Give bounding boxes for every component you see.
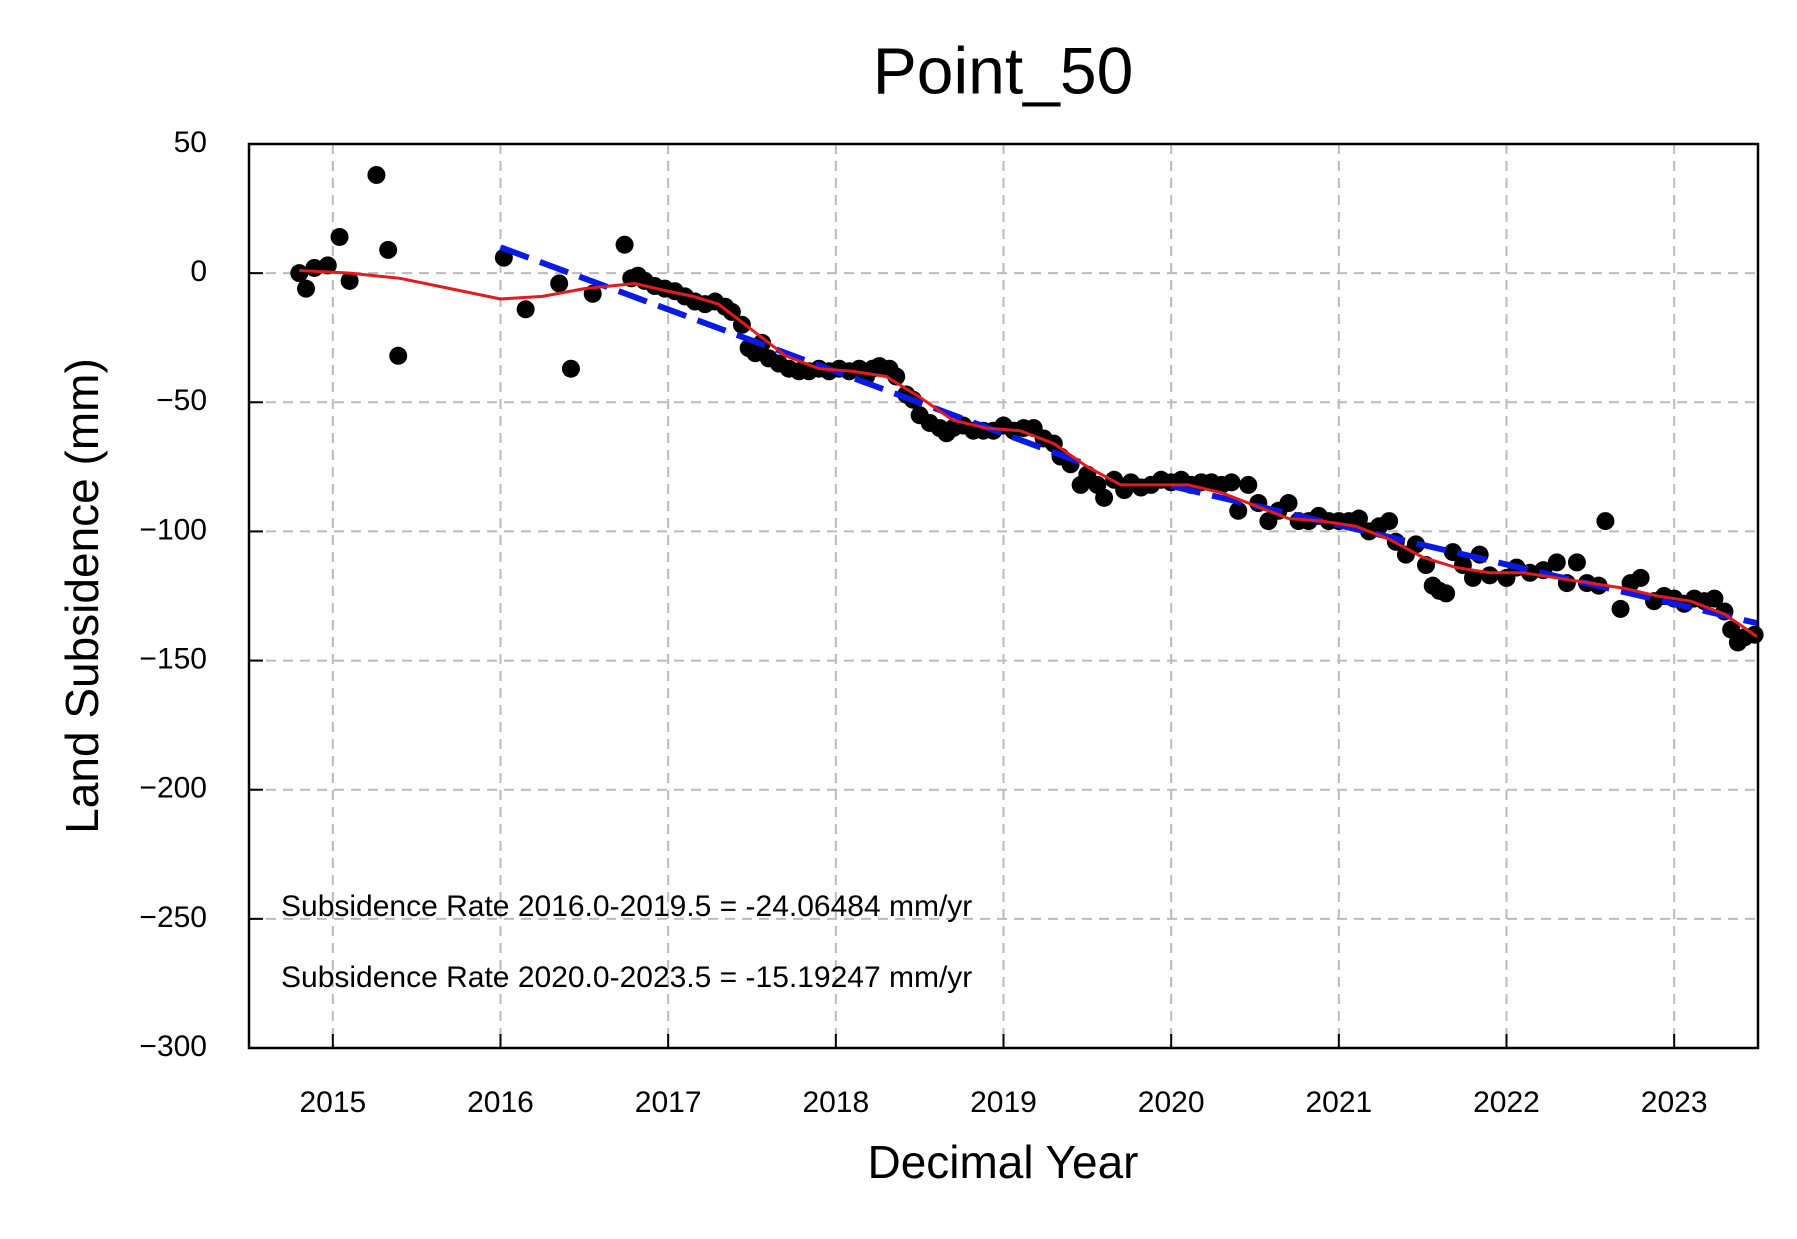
x-tick-label: 2022 (1473, 1086, 1540, 1119)
x-tick-label: 2020 (1138, 1086, 1205, 1119)
annotation: Subsidence Rate 2016.0-2019.5 = -24.0648… (281, 890, 972, 923)
data-point (1222, 473, 1241, 492)
data-point (1279, 494, 1298, 513)
x-tick-label: 2019 (970, 1086, 1037, 1119)
x-tick-label: 2017 (635, 1086, 702, 1119)
data-point (615, 235, 634, 254)
chart-title: Point_50 (873, 33, 1134, 107)
y-tick-label: −200 (139, 772, 207, 805)
x-tick-label: 2018 (802, 1086, 869, 1119)
x-tick-label: 2023 (1641, 1086, 1708, 1119)
y-tick-label: 50 (174, 126, 207, 159)
data-point (340, 271, 359, 290)
data-point (1229, 501, 1248, 520)
data-point (1463, 568, 1482, 587)
data-point (1443, 543, 1462, 562)
y-tick-label: −150 (139, 642, 207, 675)
data-point (1596, 512, 1615, 531)
x-tick-label: 2016 (467, 1086, 534, 1119)
y-tick-label: −250 (139, 901, 207, 934)
data-point (1239, 475, 1258, 494)
data-point (379, 240, 398, 259)
plot-frame (247, 142, 1760, 1050)
x-tick-label: 2015 (299, 1086, 366, 1119)
smooth-line (299, 269, 1758, 639)
data-point (318, 256, 337, 275)
annotation: Subsidence Rate 2020.0-2023.5 = -15.1924… (281, 961, 972, 994)
data-point (1631, 568, 1650, 587)
data-point (1547, 553, 1566, 572)
data-point (1437, 584, 1456, 603)
data-point (1480, 566, 1499, 585)
data-point (1705, 589, 1724, 608)
data-point (561, 359, 580, 378)
data-point (516, 300, 535, 319)
data-point (1611, 599, 1630, 618)
x-tick-label: 2021 (1305, 1086, 1372, 1119)
y-tick-label: 0 (190, 255, 207, 288)
data-point (1095, 488, 1114, 507)
y-axis-label: Land Subsidence (mm) (56, 358, 108, 834)
y-tick-label: −300 (139, 1030, 207, 1063)
y-tick-label: −50 (156, 384, 207, 417)
data-point (1380, 512, 1399, 531)
data-point (297, 279, 316, 298)
trend-line (1170, 483, 1758, 627)
data-point (1349, 509, 1368, 528)
trend-line (499, 244, 1089, 468)
data-point (367, 165, 386, 184)
y-tick-label: −100 (139, 513, 207, 546)
data-point (290, 264, 309, 283)
data-point (330, 227, 349, 246)
data-point (389, 346, 408, 365)
data-point (550, 274, 569, 293)
data-point (1567, 553, 1586, 572)
data-point (1406, 535, 1425, 554)
x-axis-label: Decimal Year (867, 1136, 1138, 1188)
